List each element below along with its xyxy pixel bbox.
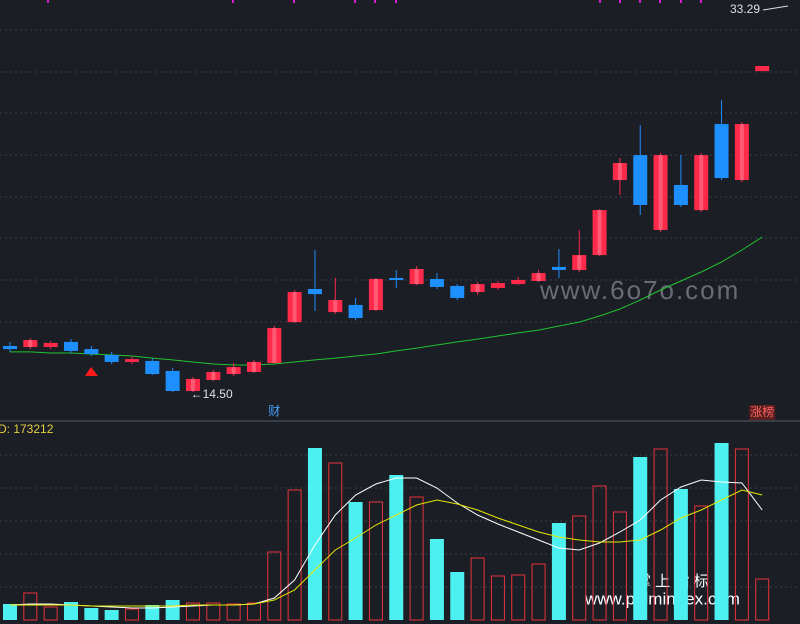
candle-highlight bbox=[699, 155, 704, 211]
candle-body bbox=[307, 288, 322, 295]
candle-highlight bbox=[272, 328, 277, 363]
candle-highlight bbox=[292, 292, 297, 323]
candle-highlight bbox=[190, 378, 195, 391]
candle-highlight bbox=[658, 155, 663, 230]
candle-body bbox=[511, 280, 526, 285]
volume-bar bbox=[63, 602, 78, 620]
candle-body bbox=[633, 155, 648, 205]
top-markers bbox=[47, 0, 702, 3]
candle-highlight bbox=[231, 367, 236, 375]
low-label: ←14.50 bbox=[191, 387, 233, 401]
volume-bar bbox=[267, 551, 282, 621]
volume-bar bbox=[551, 523, 566, 620]
volume-bar bbox=[470, 557, 485, 621]
volume-bar bbox=[307, 448, 322, 620]
volume-bar bbox=[145, 605, 160, 620]
volume-bar bbox=[226, 603, 241, 621]
ma-line bbox=[10, 236, 763, 366]
volume-bar bbox=[165, 600, 180, 620]
candle-body bbox=[429, 278, 444, 287]
candle-highlight bbox=[373, 278, 378, 311]
volume-bar bbox=[653, 448, 668, 621]
candle-body bbox=[63, 341, 78, 351]
volume-bar bbox=[409, 496, 424, 621]
volume-bar bbox=[104, 610, 119, 620]
candle-body bbox=[450, 285, 465, 298]
candle-highlight bbox=[617, 163, 622, 181]
candle-highlight bbox=[577, 255, 582, 270]
volume-bar bbox=[714, 443, 729, 620]
volume-bar bbox=[348, 502, 363, 620]
candle-body bbox=[84, 349, 99, 354]
volume-bar bbox=[206, 602, 221, 621]
signal-arrow bbox=[85, 367, 98, 376]
candle-body bbox=[389, 277, 404, 280]
candle-highlight bbox=[414, 268, 419, 285]
event-label: 涨榜 bbox=[750, 404, 774, 419]
candle-body bbox=[348, 304, 363, 319]
candle-body bbox=[104, 355, 119, 362]
volume-bar bbox=[694, 505, 709, 621]
volume-bar bbox=[368, 501, 383, 621]
candle-highlight bbox=[333, 300, 338, 313]
volume-bar bbox=[755, 578, 770, 621]
event-badge bbox=[749, 405, 776, 420]
candle-highlight bbox=[475, 284, 480, 293]
watermark: www.6o7o.com bbox=[539, 275, 740, 305]
volume-bar bbox=[3, 604, 17, 620]
volume-bar bbox=[429, 539, 444, 620]
volume-bar bbox=[490, 575, 505, 621]
volume-bar bbox=[673, 489, 688, 620]
candle-body bbox=[145, 360, 160, 375]
candle-highlight bbox=[28, 340, 33, 348]
volume-ma-line bbox=[9, 477, 763, 609]
volume-bar bbox=[633, 457, 648, 620]
volume-bar bbox=[389, 475, 404, 620]
volume-bar bbox=[185, 602, 200, 621]
volume-bar bbox=[287, 489, 302, 621]
candle-body bbox=[551, 266, 566, 270]
candle-body bbox=[3, 346, 17, 350]
candle-highlight bbox=[251, 361, 256, 372]
event-label: 财 bbox=[268, 404, 280, 418]
volume-bar bbox=[592, 485, 607, 621]
candle-body bbox=[673, 184, 688, 205]
candle-body bbox=[714, 124, 729, 179]
volume-bar bbox=[734, 448, 749, 621]
watermark: www.palmindex.com bbox=[584, 589, 740, 608]
volume-bar bbox=[246, 602, 261, 621]
volume-bar bbox=[531, 563, 546, 621]
candle-body bbox=[490, 283, 505, 288]
candle-body bbox=[43, 342, 58, 348]
volume-bar bbox=[328, 462, 343, 621]
candle-body bbox=[165, 370, 180, 391]
volume-bar bbox=[84, 608, 99, 620]
volume-bar bbox=[511, 574, 526, 621]
volume-bar bbox=[450, 572, 465, 620]
candle-body bbox=[124, 359, 139, 362]
candle-body bbox=[755, 66, 770, 72]
high-label: 33.29 bbox=[730, 2, 760, 16]
volume-bar bbox=[124, 608, 139, 621]
volume-bar bbox=[43, 606, 58, 621]
volume-label: D: 173212 bbox=[0, 422, 54, 436]
candle-highlight bbox=[597, 210, 602, 256]
volume-bar bbox=[572, 515, 587, 621]
volume-bar bbox=[23, 592, 38, 621]
volume-bar bbox=[612, 511, 627, 621]
candle-highlight bbox=[739, 124, 744, 181]
volume-ma-line bbox=[10, 489, 763, 607]
candle-highlight bbox=[211, 371, 216, 380]
high-arrow bbox=[762, 5, 789, 11]
candle-highlight bbox=[536, 273, 541, 282]
